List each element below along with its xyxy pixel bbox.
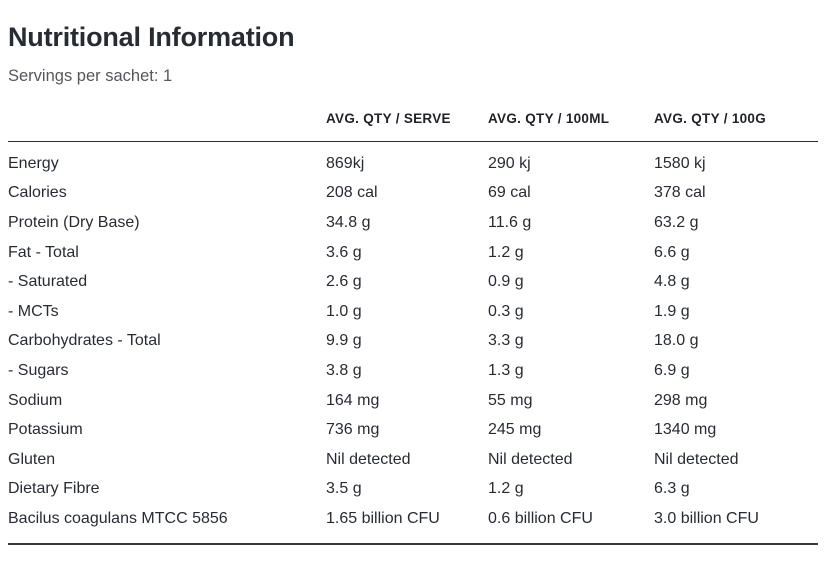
value-per-serve: 869kj [326, 154, 365, 172]
table-row: Calories 208 cal 69 cal 378 cal [8, 179, 818, 209]
table-row: Potassium 736 mg 245 mg 1340 mg [8, 415, 818, 445]
value-per-serve: 1.65 billion CFU [326, 509, 440, 527]
value-per-100ml: 69 cal [488, 184, 531, 202]
table-row: Dietary Fibre 3.5 g 1.2 g 6.3 g [8, 475, 818, 505]
value-per-100g: 1340 mg [654, 421, 717, 439]
value-per-100ml: 1.2 g [488, 243, 524, 261]
table-row: Gluten Nil detected Nil detected Nil det… [8, 445, 818, 475]
value-per-100g: 1580 kj [654, 154, 706, 172]
value-per-serve: 9.9 g [326, 332, 362, 350]
nutrient-label: Bacilus coagulans MTCC 5856 [8, 509, 228, 527]
value-per-100g: 4.8 g [654, 273, 690, 291]
value-per-100ml: 0.3 g [488, 302, 524, 320]
value-per-serve: 3.6 g [326, 243, 362, 261]
value-per-100ml: 290 kj [488, 154, 531, 172]
nutrient-label: - MCTs [8, 302, 59, 320]
servings-per-sachet-line: Servings per sachet: 1 [8, 67, 173, 85]
value-per-100ml: 55 mg [488, 391, 533, 409]
value-per-serve: 736 mg [326, 421, 380, 439]
page-title: Nutritional Information [8, 22, 295, 52]
nutrient-label: Potassium [8, 421, 83, 439]
value-per-100g: 18.0 g [654, 332, 699, 350]
nutrient-label: - Saturated [8, 273, 88, 291]
table-row: Protein (Dry Base) 34.8 g 11.6 g 63.2 g [8, 208, 818, 238]
value-per-serve: 2.6 g [326, 273, 362, 291]
value-per-100g: 63.2 g [654, 213, 699, 231]
value-per-100g: 298 mg [654, 391, 708, 409]
value-per-100ml: 0.9 g [488, 273, 524, 291]
table-row: Fat - Total 3.6 g 1.2 g 6.6 g [8, 238, 818, 268]
column-header-avg-qty-100ml: AVG. QTY / 100ML [488, 111, 610, 126]
value-per-serve: 34.8 g [326, 213, 371, 231]
nutrient-label: Carbohydrates - Total [8, 332, 161, 350]
value-per-serve: 3.5 g [326, 480, 362, 498]
column-header-avg-qty-serve: AVG. QTY / SERVE [326, 111, 451, 126]
value-per-100g: 3.0 billion CFU [654, 509, 759, 527]
value-per-100ml: 11.6 g [488, 213, 532, 231]
value-per-serve: 164 mg [326, 391, 380, 409]
value-per-serve: 1.0 g [326, 302, 362, 320]
nutrient-label: Energy [8, 154, 59, 172]
value-per-serve: Nil detected [326, 450, 411, 468]
value-per-serve: 3.8 g [326, 361, 362, 379]
table-row: - Sugars 3.8 g 1.3 g 6.9 g [8, 356, 818, 386]
value-per-100g: 6.9 g [654, 361, 690, 379]
value-per-100g: 6.3 g [654, 480, 690, 498]
table-row: - MCTs 1.0 g 0.3 g 1.9 g [8, 297, 818, 327]
column-header-avg-qty-100g: AVG. QTY / 100G [654, 111, 767, 126]
nutrient-label: Calories [8, 184, 67, 202]
table-row: Carbohydrates - Total 9.9 g 3.3 g 18.0 g [8, 327, 818, 357]
value-per-100ml: 1.3 g [488, 361, 524, 379]
value-per-100ml: Nil detected [488, 450, 573, 468]
value-per-100g: 1.9 g [654, 302, 690, 320]
nutrient-label: Dietary Fibre [8, 480, 100, 498]
nutrient-label: Sodium [8, 391, 63, 409]
value-per-100ml: 1.2 g [488, 480, 524, 498]
value-per-100g: Nil detected [654, 450, 739, 468]
value-per-100ml: 245 mg [488, 421, 542, 439]
nutrient-label: Fat - Total [8, 243, 79, 261]
value-per-100ml: 0.6 billion CFU [488, 509, 593, 527]
value-per-100g: 6.6 g [654, 243, 690, 261]
nutrient-label: Protein (Dry Base) [8, 213, 140, 231]
table-row: Energy 869kj 290 kj 1580 kj [8, 149, 818, 179]
value-per-100ml: 3.3 g [488, 332, 524, 350]
table-row: Bacilus coagulans MTCC 5856 1.65 billion… [8, 504, 818, 534]
table-body: Energy 869kj 290 kj 1580 kj Calories 208… [8, 142, 818, 545]
value-per-100g: 378 cal [654, 184, 706, 202]
table-row: - Saturated 2.6 g 0.9 g 4.8 g [8, 267, 818, 297]
value-per-serve: 208 cal [326, 184, 378, 202]
table-header-row: AVG. QTY / SERVE AVG. QTY / 100ML AVG. Q… [8, 111, 818, 142]
nutrient-label: - Sugars [8, 361, 69, 379]
nutrient-label: Gluten [8, 450, 56, 468]
table-row: Sodium 164 mg 55 mg 298 mg [8, 386, 818, 416]
